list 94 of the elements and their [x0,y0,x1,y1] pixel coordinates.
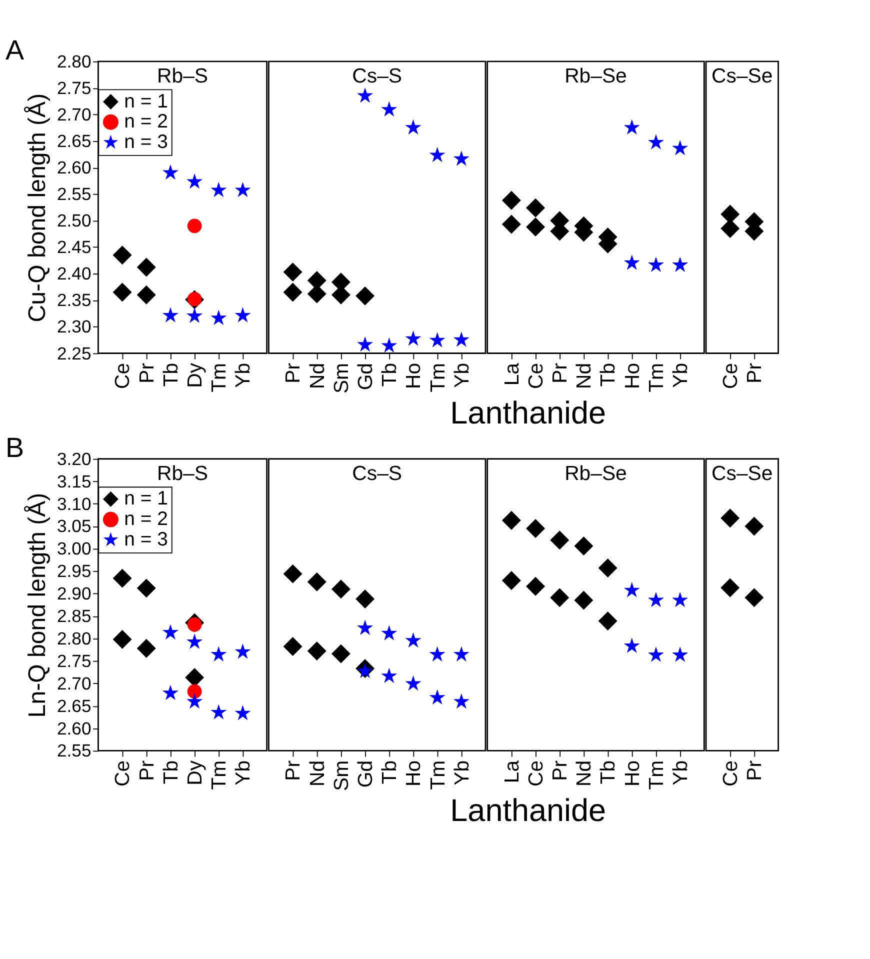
x-tick-label: Ce [112,760,134,786]
x-tick-label: Tm [427,362,450,392]
chart-title: Cs–Se [712,66,773,88]
x-tick-label: Ce [720,362,742,390]
x-tick-label: Ce [112,362,134,390]
x-tick-label: Ce [525,760,548,786]
x-tick-label: Tb [379,760,402,784]
y-tick-label: 3.10 [57,494,92,514]
y-tick-label: 2.95 [57,561,92,582]
x-tick-label: Nd [574,362,596,390]
y-tick-label: 2.40 [57,264,92,284]
chart-title: Cs–S [352,463,402,486]
x-tick-label: Pr [136,760,158,781]
x-tick-label: Ce [525,362,548,390]
x-tick-label: Tb [160,760,182,784]
x-tick-label: Tb [160,362,182,387]
y-tick-label: 2.60 [57,158,92,178]
legend-label: n = 3 [124,528,168,550]
x-tick-label: Nd [306,362,329,390]
legend-label: n = 2 [124,508,168,530]
x-tick-label: Gd [354,362,377,390]
y-tick-label: 3.15 [57,471,92,492]
x-tick-label: Sm [330,362,353,394]
x-tick-label: Yb [670,760,692,786]
x-tick-label: Pr [550,362,572,384]
x-tick-label: Yb [232,760,255,786]
chart-title: Cs–S [352,66,402,88]
x-tick-label: Tb [379,362,402,387]
text: A [6,34,25,66]
x-tick-label: Pr [282,362,305,384]
x-tick-label: Dy [184,362,207,388]
y-tick-label: 2.70 [57,673,92,694]
x-tick-label: Tm [427,760,450,790]
x-axis-title: Lanthanide [450,394,606,431]
y-tick-label: 2.70 [57,104,92,124]
x-tick-label: Yb [232,362,255,388]
chart-title: Cs–Se [712,463,773,486]
x-tick-label: Ho [403,362,426,390]
x-tick-label: Pr [282,760,305,781]
y-tick-label: 2.65 [57,131,92,152]
x-tick-label: Pr [744,760,766,781]
x-tick-label: Sm [330,760,353,792]
legend-label: n = 1 [124,90,168,112]
y-axis-title: Ln-Q bond length (Å) [24,492,51,718]
x-tick-label: La [501,362,524,386]
x-tick-label: Pr [744,362,766,384]
x-tick-label: Yb [670,362,692,388]
text: B [6,432,24,464]
x-tick-label: La [501,760,524,784]
x-tick-label: Nd [574,760,596,786]
y-tick-label: 2.30 [57,316,92,337]
y-tick-label: 2.25 [57,343,92,364]
x-axis-title: Lanthanide [450,792,606,828]
x-tick-label: Pr [550,760,572,781]
y-tick-label: 3.20 [57,448,92,469]
y-tick-label: 2.80 [57,51,92,72]
y-tick-label: 2.65 [57,696,92,716]
y-tick-label: 2.60 [57,718,92,738]
x-tick-label: Yb [451,760,474,786]
y-tick-label: 2.75 [57,650,92,671]
y-tick-label: 2.55 [57,740,92,761]
chart-title: Rb–Se [564,463,627,486]
x-tick-label: Ce [720,760,742,786]
x-tick-label: Tm [646,362,668,392]
y-axis-title: Cu-Q bond length (Å) [24,93,51,322]
chart-title: Rb–Se [564,66,627,88]
x-tick-label: Tb [598,760,620,784]
x-tick-label: Tm [208,362,231,392]
y-tick-label: 2.35 [57,290,92,310]
x-tick-label: Dy [184,760,207,786]
chart-title: Rb–S [157,463,208,486]
y-tick-label: 2.50 [57,210,92,231]
legend-label: n = 3 [124,131,168,154]
x-tick-label: Ho [403,760,426,786]
x-tick-label: Tb [598,362,620,387]
y-tick-label: 2.75 [57,78,92,98]
y-tick-label: 2.85 [57,606,92,626]
x-tick-label: Nd [306,760,329,786]
x-tick-label: Yb [451,362,474,388]
y-tick-label: 2.45 [57,237,92,258]
y-tick-label: 3.05 [57,516,92,536]
x-tick-label: Tm [208,760,231,790]
x-tick-label: Pr [136,362,158,384]
legend-label: n = 1 [124,488,168,510]
x-tick-label: Ho [622,760,644,786]
x-tick-label: Gd [354,760,377,788]
y-tick-label: 2.55 [57,184,92,204]
chart-title: Rb–S [157,66,208,88]
y-tick-label: 2.90 [57,584,92,604]
x-tick-label: Tm [646,760,668,790]
legend-label: n = 2 [124,110,168,133]
y-tick-label: 3.00 [57,538,92,559]
x-tick-label: Ho [622,362,644,390]
y-tick-label: 2.80 [57,628,92,648]
